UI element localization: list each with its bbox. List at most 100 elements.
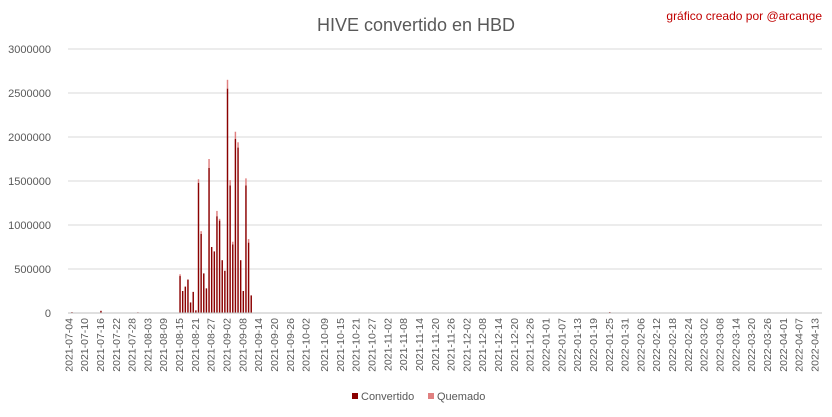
x-tick-label: 2021-10-27	[367, 318, 379, 372]
bar-convertido	[237, 147, 239, 313]
chart-credit: gráfico creado por @arcange	[666, 9, 822, 23]
bar-convertido	[181, 291, 184, 313]
bar-convertido	[229, 185, 231, 313]
x-tick-label: 2022-02-06	[635, 318, 647, 372]
bar-convertido	[192, 291, 194, 313]
bar-convertido	[100, 310, 102, 313]
x-tick-label: 2022-02-18	[667, 318, 679, 372]
x-tick-label: 2021-09-26	[285, 318, 297, 372]
x-tick-label: 2021-10-02	[301, 318, 313, 372]
x-tick-label: 2022-01-07	[556, 318, 568, 372]
bar-quemado	[226, 79, 229, 89]
bar-quemado	[200, 231, 202, 234]
x-tick-label: 2021-07-04	[63, 318, 75, 372]
y-tick-label: 1000000	[8, 220, 51, 232]
x-tick-label: 2022-01-25	[604, 318, 616, 372]
x-tick-label: 2021-07-28	[127, 318, 139, 372]
y-tick-label: 2500000	[8, 88, 51, 100]
x-tick-label: 2022-02-12	[651, 318, 663, 372]
y-tick-label: 1500000	[8, 176, 51, 188]
x-tick-label: 2021-11-02	[382, 318, 394, 371]
bar-quemado	[232, 241, 234, 245]
chart-title: HIVE convertido en HBD	[317, 15, 515, 35]
bar-convertido	[247, 242, 250, 313]
bar-convertido	[218, 220, 221, 313]
x-tick-label: 2021-10-09	[319, 318, 331, 372]
x-tick-label: 2021-08-15	[174, 318, 186, 372]
x-tick-label: 2021-11-08	[398, 318, 410, 371]
y-tick-label: 3000000	[8, 44, 51, 56]
x-tick-label: 2022-04-01	[778, 318, 790, 372]
x-tick-label: 2021-12-08	[477, 318, 489, 372]
x-tick-label: 2022-03-26	[762, 318, 774, 372]
bar-quemado	[237, 142, 239, 148]
bar-convertido	[224, 270, 226, 313]
bar-quemado	[179, 274, 181, 277]
bar-convertido	[184, 286, 187, 313]
x-tick-label: 2022-01-13	[572, 318, 584, 372]
bar-convertido	[208, 167, 210, 313]
x-tick-label: 2022-01-19	[588, 318, 600, 372]
x-tick-label: 2021-08-21	[190, 318, 202, 372]
x-tick-label: 2021-12-02	[461, 318, 473, 372]
x-tick-label: 2021-12-14	[493, 318, 505, 372]
bar-quemado	[208, 159, 210, 168]
x-tick-label: 2022-03-14	[730, 318, 742, 372]
x-tick-label: 2021-07-10	[79, 318, 91, 372]
y-tick-label: 2000000	[8, 132, 51, 144]
bar-convertido	[187, 279, 189, 313]
x-tick-label: 2021-12-26	[525, 318, 537, 372]
x-tick-label: 2021-09-20	[269, 318, 281, 372]
bar-convertido	[226, 88, 229, 313]
bar-quemado	[218, 218, 221, 221]
bar-quemado	[216, 210, 218, 217]
x-tick-label: 2022-03-08	[715, 318, 727, 372]
x-tick-label: 2021-11-26	[446, 318, 458, 371]
y-tick-label: 500000	[14, 264, 51, 276]
x-tick-label: 2021-09-14	[253, 318, 265, 372]
bar-convertido	[205, 288, 208, 313]
bar-quemado	[229, 180, 231, 186]
bar-convertido	[203, 273, 205, 313]
x-tick-label: 2021-12-20	[509, 318, 521, 372]
x-tick-label: 2021-08-27	[206, 318, 218, 372]
x-tick-label: 2022-04-07	[794, 318, 806, 372]
x-tick-label: 2021-09-02	[222, 318, 234, 372]
legend-swatch-convertido	[352, 393, 358, 399]
x-tick-label: 2021-10-15	[335, 318, 347, 372]
y-axis-ticks: 0 500000 1000000 1500000 2000000 2500000 30000…	[8, 44, 51, 320]
bar-convertido	[250, 295, 252, 313]
x-tick-label: 2021-07-22	[111, 318, 123, 372]
x-tick-label: 2021-10-21	[351, 318, 363, 372]
bar-convertido	[210, 247, 213, 313]
x-tick-label: 2022-03-02	[699, 318, 711, 372]
bar-convertido	[221, 260, 223, 313]
x-tick-label: 2021-11-20	[430, 318, 442, 371]
bar-convertido	[239, 260, 242, 313]
bar-convertido	[245, 185, 247, 313]
x-tick-label: 2021-08-09	[158, 318, 170, 372]
bar-convertido	[195, 310, 197, 313]
bar-convertido	[234, 138, 237, 313]
bar-quemado	[245, 178, 247, 186]
y-tick-label: 0	[45, 308, 51, 320]
x-tick-label: 2021-09-08	[237, 318, 249, 372]
x-tick-label: 2022-03-20	[746, 318, 758, 372]
bar-convertido	[242, 291, 245, 313]
bar-quemado	[234, 131, 237, 139]
bar-quemado	[247, 239, 250, 243]
bars	[71, 79, 611, 313]
x-tick-label: 2021-08-03	[142, 318, 154, 372]
x-tick-label: 2022-01-01	[541, 318, 553, 372]
x-tick-label: 2022-04-13	[809, 318, 821, 372]
bar-convertido	[189, 302, 192, 313]
gridlines	[68, 48, 822, 270]
legend: Convertido Quemado	[352, 391, 485, 403]
bar-convertido	[213, 251, 216, 313]
legend-label-convertido: Convertido	[361, 391, 414, 403]
legend-label-quemado: Quemado	[437, 391, 485, 403]
x-axis-ticks: 2021-07-04 2021-07-10 2021-07-16 2021-07-22…	[63, 318, 821, 372]
x-tick-label: 2021-11-14	[414, 318, 426, 371]
